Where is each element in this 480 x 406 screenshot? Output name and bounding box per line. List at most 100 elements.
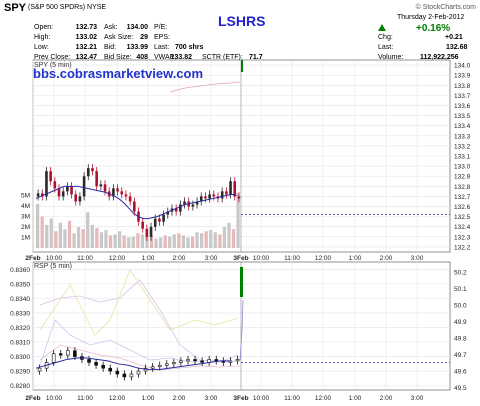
last-right-label: Last: bbox=[378, 44, 394, 51]
volume-bar bbox=[149, 235, 154, 248]
candle-body bbox=[53, 181, 57, 189]
security-name-text: (S&P 500 SPDRs) bbox=[28, 4, 86, 11]
x-tick-label: 12:00 bbox=[315, 255, 332, 262]
up-arrow-icon bbox=[378, 24, 386, 31]
candle-body bbox=[128, 196, 132, 202]
price-tick-label: 132.7 bbox=[454, 194, 471, 201]
bid-size-label: Bid Size: bbox=[104, 54, 132, 61]
volume-bar bbox=[163, 235, 167, 248]
rsp-left-tick-label: 0.8290 bbox=[10, 369, 30, 376]
volume-bar bbox=[99, 232, 104, 248]
price-tick-label: 133.5 bbox=[454, 113, 471, 120]
price-tick-label: 133.4 bbox=[454, 123, 471, 130]
volume-value: 112,922,256 bbox=[420, 54, 459, 61]
x-tick-label: 3Feb bbox=[233, 395, 248, 402]
candle-body bbox=[36, 193, 40, 197]
rsp-right-tick-label: 49.5 bbox=[454, 385, 467, 392]
rsp-candle-body bbox=[164, 363, 169, 366]
rsp-candle-body bbox=[51, 353, 56, 363]
x-tick-label: 2Feb bbox=[25, 255, 40, 262]
x-tick-label: 2:00 bbox=[173, 255, 186, 262]
volume-bar bbox=[181, 235, 186, 248]
x-tick-label: 10:00 bbox=[46, 395, 63, 402]
x-tick-label: 1:00 bbox=[349, 255, 362, 262]
volume-tick-label: 5M bbox=[21, 193, 30, 200]
volume-bars: 5M 4M 3M 2M 1M bbox=[21, 193, 240, 248]
rsp-series bbox=[35, 267, 450, 381]
candle-body bbox=[61, 191, 65, 197]
candle-body bbox=[237, 196, 241, 199]
candle-body bbox=[145, 228, 149, 237]
site-text: bbs.cobrasmarketview.com bbox=[33, 66, 204, 81]
price-tick-label: 132.4 bbox=[454, 224, 471, 231]
volume-bar bbox=[122, 235, 126, 248]
axes: 2Feb 10:00 11:00 12:00 1:00 2:00 3:00 3Feb 10:00… bbox=[25, 255, 423, 402]
price-tick-label: 133.9 bbox=[454, 73, 471, 80]
x-tick-label: 10:00 bbox=[46, 255, 63, 262]
x-tick-label: 12:00 bbox=[109, 395, 126, 402]
x-tick-label: 10:00 bbox=[253, 395, 270, 402]
rsp-spike-line bbox=[239, 299, 244, 361]
rsp-candle-body bbox=[87, 359, 91, 363]
volume-bar bbox=[95, 228, 99, 248]
volume-label: Volume: bbox=[378, 54, 404, 61]
rsp-gap-marker bbox=[240, 267, 243, 297]
rsp-moving-average-line bbox=[35, 357, 231, 371]
rsp-left-tick-label: 0.8330 bbox=[10, 310, 30, 317]
volume-bar bbox=[195, 232, 199, 248]
x-tick-label: 3:00 bbox=[205, 395, 218, 402]
rsp-candle-body bbox=[58, 353, 63, 356]
candle-body bbox=[229, 181, 232, 195]
rsp-candle-body bbox=[101, 364, 105, 369]
volume-bar bbox=[159, 237, 163, 248]
chg-label: Chg: bbox=[378, 34, 393, 41]
volume-bar bbox=[227, 222, 231, 248]
overlay-line-a bbox=[39, 279, 239, 363]
candle-body bbox=[40, 193, 44, 197]
candle-body bbox=[208, 194, 211, 199]
candle-body bbox=[95, 171, 98, 187]
volume-bar bbox=[104, 230, 108, 248]
x-tick-label: 3:00 bbox=[205, 255, 218, 262]
x-tick-label: 12:00 bbox=[315, 395, 332, 402]
candle-body bbox=[133, 201, 136, 212]
rsp-candle-body bbox=[122, 373, 127, 378]
overlay-line-c bbox=[39, 344, 241, 371]
volume-bar bbox=[218, 234, 222, 248]
candle-body bbox=[153, 218, 157, 227]
price-tick-label: 133.8 bbox=[454, 83, 471, 90]
candle-body bbox=[141, 221, 144, 229]
volume-bar bbox=[236, 193, 240, 248]
rsp-candle-body bbox=[157, 364, 162, 368]
volume-bar bbox=[127, 237, 131, 248]
rsp-candle-body bbox=[186, 359, 190, 362]
rsp-right-tick-label: 50.1 bbox=[454, 286, 467, 293]
candle-body bbox=[82, 176, 86, 197]
price-tick-label: 132.9 bbox=[454, 174, 471, 181]
rsp-right-tick-label: 50.0 bbox=[454, 303, 467, 310]
overlay-line bbox=[169, 81, 241, 93]
overlay-line-b bbox=[39, 269, 239, 336]
volume-tick-label: 3M bbox=[21, 214, 30, 221]
rsp-candle-body bbox=[235, 359, 240, 362]
candle-body bbox=[162, 214, 165, 222]
x-tick-label: 2:00 bbox=[173, 395, 186, 402]
rsp-candle-body bbox=[193, 359, 197, 362]
volume-bar bbox=[108, 235, 113, 248]
candle-body bbox=[199, 196, 203, 202]
candle-body bbox=[183, 201, 186, 205]
candle-body bbox=[124, 194, 128, 197]
rsp-candle-body bbox=[129, 373, 134, 378]
x-tick-label: 10:00 bbox=[253, 255, 270, 262]
prev-close-label: Prev Close: bbox=[34, 54, 71, 61]
x-tick-label: 2:00 bbox=[380, 255, 393, 262]
volume-bar bbox=[118, 231, 122, 248]
price-tick-label: 133.1 bbox=[454, 154, 471, 161]
rsp-candle-body bbox=[115, 370, 120, 375]
candle-body bbox=[57, 188, 61, 197]
candle-body bbox=[233, 181, 237, 197]
candle-body bbox=[195, 201, 199, 205]
rsp-candle-body bbox=[108, 367, 113, 372]
volume-bar bbox=[54, 231, 58, 248]
volume-bar bbox=[77, 227, 81, 248]
